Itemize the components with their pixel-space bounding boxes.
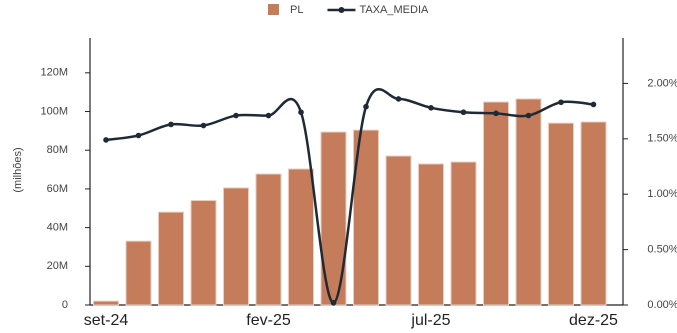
y2-tick-label: 2.00% <box>647 77 677 89</box>
x-tick-label: dez-25 <box>569 312 618 329</box>
line-marker <box>168 121 174 128</box>
legend-marker <box>338 7 345 13</box>
x-tick-label: set-24 <box>84 312 129 329</box>
y-tick-label: 20M <box>47 260 68 272</box>
line-marker <box>330 299 337 306</box>
legend-label: TAXA_MEDIA <box>359 4 429 16</box>
line-marker <box>395 96 402 102</box>
line-marker <box>103 137 109 143</box>
bar <box>158 211 184 306</box>
line-marker <box>200 122 207 129</box>
y-tick-label: 100M <box>40 105 68 117</box>
line-marker <box>363 103 369 110</box>
bar <box>548 122 574 306</box>
y-tick-label: 40M <box>47 222 68 234</box>
line-marker <box>525 112 532 119</box>
x-tick-label: fev-25 <box>246 312 291 329</box>
y2-tick-label: 0.00% <box>647 299 677 311</box>
legend-swatch <box>268 4 279 15</box>
bar <box>223 187 249 306</box>
line-marker <box>493 110 499 117</box>
line-marker <box>460 109 467 116</box>
y2-tick-label: 0.50% <box>647 244 677 256</box>
bar <box>125 240 152 306</box>
bar <box>418 163 444 306</box>
bar <box>190 200 217 306</box>
bar <box>385 155 412 306</box>
bar <box>255 173 282 306</box>
bar <box>515 98 542 306</box>
legend-label: PL <box>290 4 303 16</box>
line-marker <box>298 109 304 116</box>
y-tick-label: 80M <box>47 144 68 156</box>
y-axis-title: (milhões) <box>12 147 24 192</box>
y-tick-label: 60M <box>47 183 68 195</box>
line-marker <box>265 112 272 119</box>
bar <box>450 161 477 306</box>
line-marker <box>590 101 597 108</box>
bar <box>483 101 509 306</box>
line <box>105 88 594 305</box>
line-marker <box>428 104 434 111</box>
bar <box>580 121 607 306</box>
line-marker <box>233 112 239 119</box>
line-marker <box>558 99 564 106</box>
bar <box>288 168 314 306</box>
bar <box>93 300 119 306</box>
line-marker <box>135 132 142 139</box>
x-tick-label: jul-25 <box>410 312 450 329</box>
y2-tick-label: 1.00% <box>647 188 677 200</box>
y-tick-label: 0 <box>62 299 68 311</box>
y2-tick-label: 1.50% <box>647 133 677 145</box>
y-tick-label: 120M <box>40 67 68 79</box>
